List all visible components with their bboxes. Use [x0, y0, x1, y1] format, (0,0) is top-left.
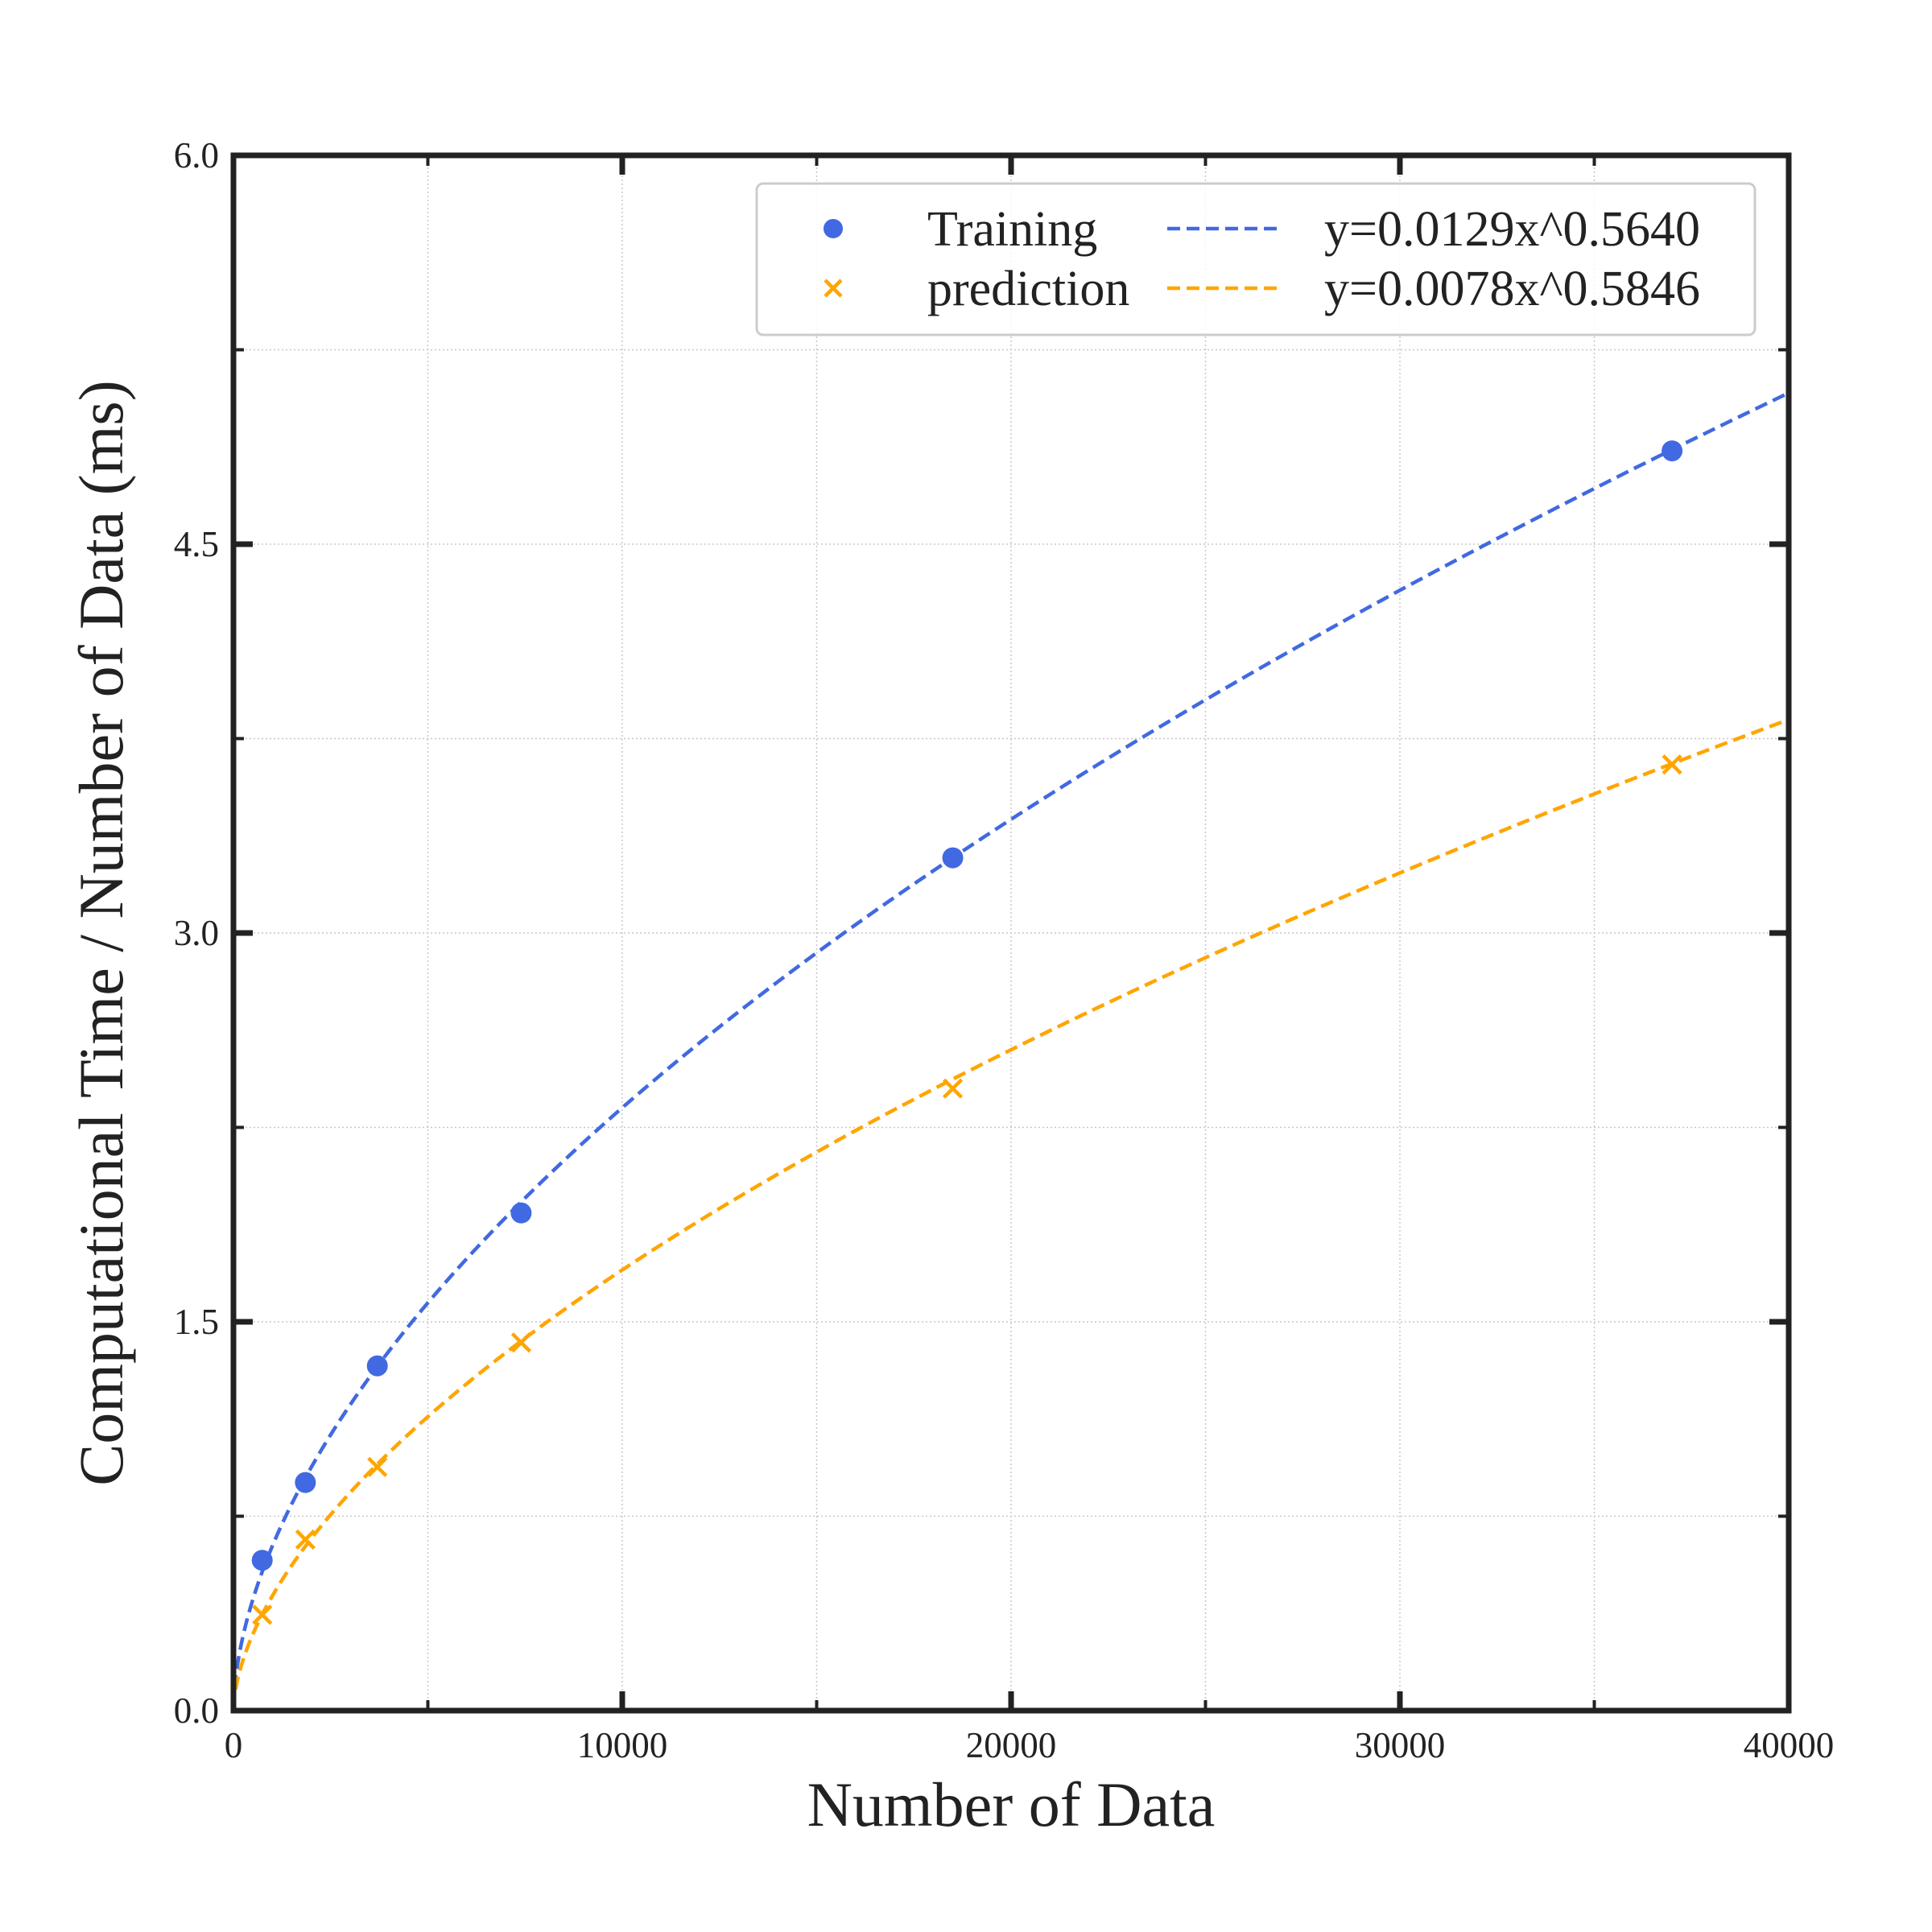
- prediction-point: [1662, 754, 1682, 775]
- legend-training-label: Training: [927, 202, 1097, 257]
- plot-area: [231, 391, 1790, 1709]
- prediction-point: [252, 1604, 273, 1625]
- training-point: [295, 1472, 316, 1493]
- x-marker-stroke: [942, 1078, 964, 1099]
- fit-line-0: [231, 391, 1790, 1707]
- x-marker-stroke: [295, 1529, 316, 1550]
- x-tick-label: 0: [225, 1725, 243, 1765]
- y-tick-label: 0.0: [174, 1690, 219, 1731]
- prediction-point: [367, 1456, 388, 1477]
- x-tick-label: 20000: [966, 1725, 1057, 1765]
- legend-training-marker: [824, 219, 843, 238]
- x-marker-stroke: [252, 1604, 273, 1625]
- training-point: [251, 1550, 273, 1571]
- x-axis-title: Number of Data: [807, 1769, 1216, 1839]
- legend-box: [755, 182, 1757, 336]
- legend-fit-label-prediction: y=0.0078x^0.5846: [1324, 262, 1700, 316]
- legend-prediction-marker: [824, 279, 843, 298]
- x-marker-stroke: [1662, 754, 1682, 775]
- prediction-point: [510, 1332, 532, 1353]
- axis-ticks: 0 10000 20000 30000 40000 0.0 1.5 3.0 4.5 6.0: [174, 135, 1835, 1765]
- grid: [233, 155, 1789, 1711]
- prediction-point: [295, 1529, 316, 1550]
- y-tick-label: 3.0: [174, 913, 219, 953]
- training-point: [1662, 440, 1683, 462]
- training-point: [510, 1202, 532, 1224]
- x-tick-label: 30000: [1355, 1725, 1446, 1765]
- x-tick-label: 10000: [577, 1725, 668, 1765]
- x-marker-stroke: [824, 279, 843, 298]
- training-point: [366, 1355, 388, 1377]
- x-tick-label: 40000: [1744, 1725, 1835, 1765]
- x-marker-stroke: [510, 1332, 532, 1353]
- y-tick-label: 6.0: [174, 135, 219, 175]
- y-tick-label: 4.5: [174, 524, 219, 564]
- legend-prediction-label: prediction: [927, 262, 1129, 316]
- fit-line-1: [231, 717, 1790, 1709]
- x-marker-stroke: [367, 1456, 388, 1477]
- training-point: [942, 847, 964, 869]
- legend-fit-label-training: y=0.0129x^0.5640: [1324, 202, 1700, 257]
- y-axis-title: Computational Time / Number of Data (ms): [66, 380, 136, 1486]
- prediction-point: [942, 1078, 964, 1099]
- y-tick-label: 1.5: [174, 1302, 219, 1342]
